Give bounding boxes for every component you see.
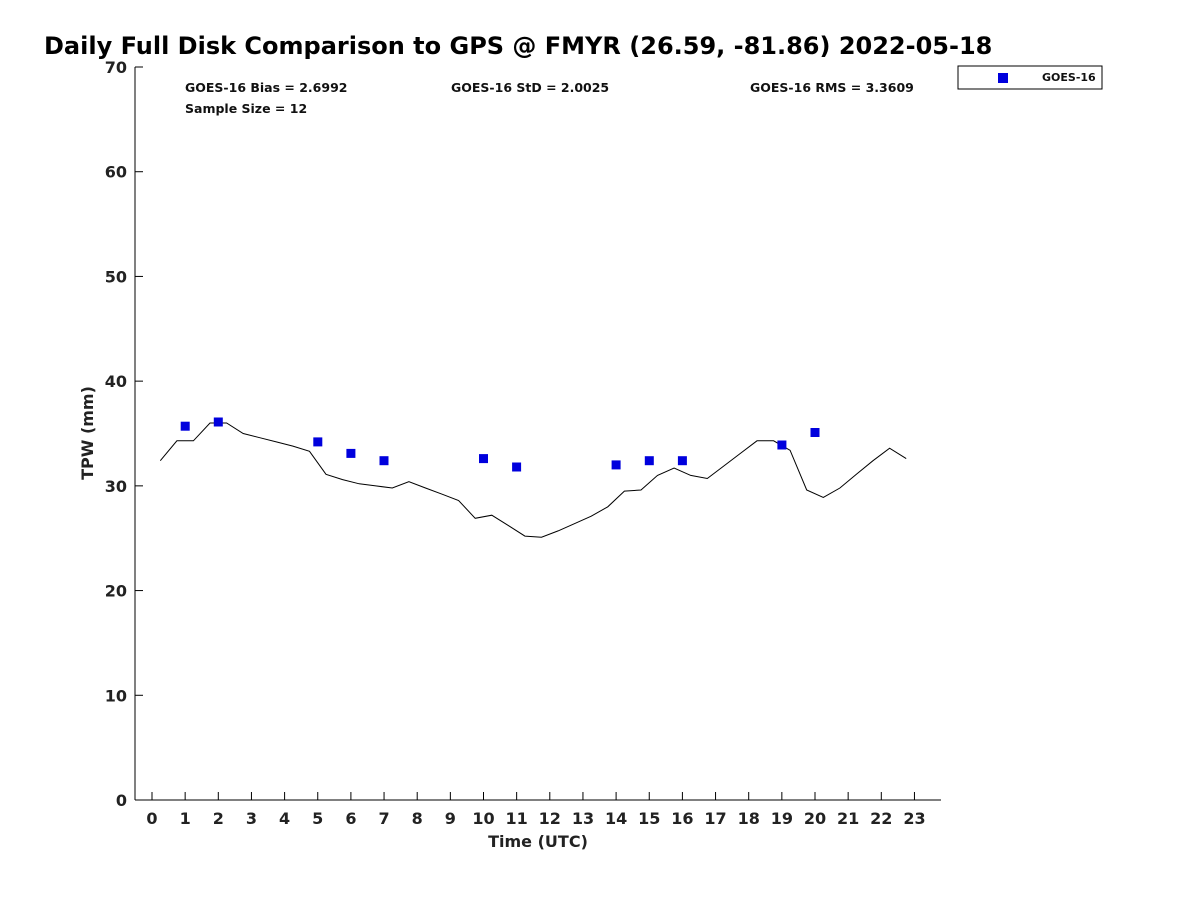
- x-tick-label: 16: [671, 809, 693, 828]
- data-point: [180, 421, 190, 431]
- y-tick-label: 30: [105, 477, 127, 496]
- x-tick-label: 11: [506, 809, 528, 828]
- x-tick-label: 9: [445, 809, 456, 828]
- x-tick-label: 0: [146, 809, 157, 828]
- x-tick-label: 19: [771, 809, 793, 828]
- x-tick-label: 4: [279, 809, 290, 828]
- legend: GOES-16: [957, 65, 1103, 90]
- chart-title: Daily Full Disk Comparison to GPS @ FMYR…: [44, 32, 992, 60]
- legend-marker: [998, 73, 1008, 83]
- stat-std: GOES-16 StD = 2.0025: [451, 80, 609, 95]
- data-point: [810, 428, 820, 437]
- y-tick-label: 0: [116, 791, 127, 810]
- data-point: [512, 462, 522, 472]
- y-ticks: 0 10 20 30 40 50 60 70: [105, 58, 143, 810]
- x-tick-label: 21: [837, 809, 859, 828]
- stat-bias: GOES-16 Bias = 2.6992: [185, 80, 347, 95]
- x-tick-label: 12: [539, 809, 561, 828]
- x-tick-label: 2: [213, 809, 224, 828]
- x-tick-label: 22: [870, 809, 892, 828]
- goes16-points: [180, 417, 820, 472]
- data-point: [379, 456, 389, 466]
- x-tick-label: 18: [738, 809, 760, 828]
- x-tick-label: 13: [572, 809, 594, 828]
- x-tick-label: 17: [704, 809, 726, 828]
- x-axis-label: Time (UTC): [488, 832, 588, 851]
- x-tick-label: 14: [605, 809, 627, 828]
- x-tick-label: 1: [180, 809, 191, 828]
- stat-sample-size: Sample Size = 12: [185, 101, 307, 116]
- stats-annotations: GOES-16 Bias = 2.6992 GOES-16 StD = 2.00…: [185, 80, 914, 116]
- data-point: [777, 440, 787, 450]
- x-tick-label: 8: [412, 809, 423, 828]
- data-point: [313, 437, 323, 447]
- x-tick-label: 15: [638, 809, 660, 828]
- y-tick-label: 40: [105, 372, 127, 391]
- x-tick-label: 3: [246, 809, 257, 828]
- x-tick-label: 6: [345, 809, 356, 828]
- data-point: [677, 456, 687, 466]
- stat-rms: GOES-16 RMS = 3.3609: [750, 80, 914, 95]
- data-point: [611, 460, 621, 470]
- series-line: [159, 422, 907, 538]
- x-tick-label: 7: [378, 809, 389, 828]
- legend-label: GOES-16: [1042, 71, 1096, 84]
- x-tick-label: 23: [903, 809, 925, 828]
- y-tick-label: 70: [105, 58, 127, 77]
- y-axis-label: TPW (mm): [78, 386, 97, 480]
- data-point: [479, 454, 488, 464]
- data-point: [346, 448, 356, 458]
- y-tick-label: 10: [105, 686, 127, 705]
- data-point: [213, 417, 223, 427]
- x-ticks: 0 1 2 3 4 5 6 7 8 9 10 11 12 13 14 15 16 17 18 19 20 21 22 23: [146, 792, 926, 828]
- legend-box: [957, 65, 1103, 90]
- y-tick-label: 60: [105, 163, 127, 182]
- data-point: [644, 456, 654, 466]
- x-tick-label: 20: [804, 809, 826, 828]
- x-tick-label: 10: [472, 809, 494, 828]
- y-tick-label: 50: [105, 267, 127, 286]
- y-tick-label: 20: [105, 582, 127, 601]
- x-tick-label: 5: [312, 809, 323, 828]
